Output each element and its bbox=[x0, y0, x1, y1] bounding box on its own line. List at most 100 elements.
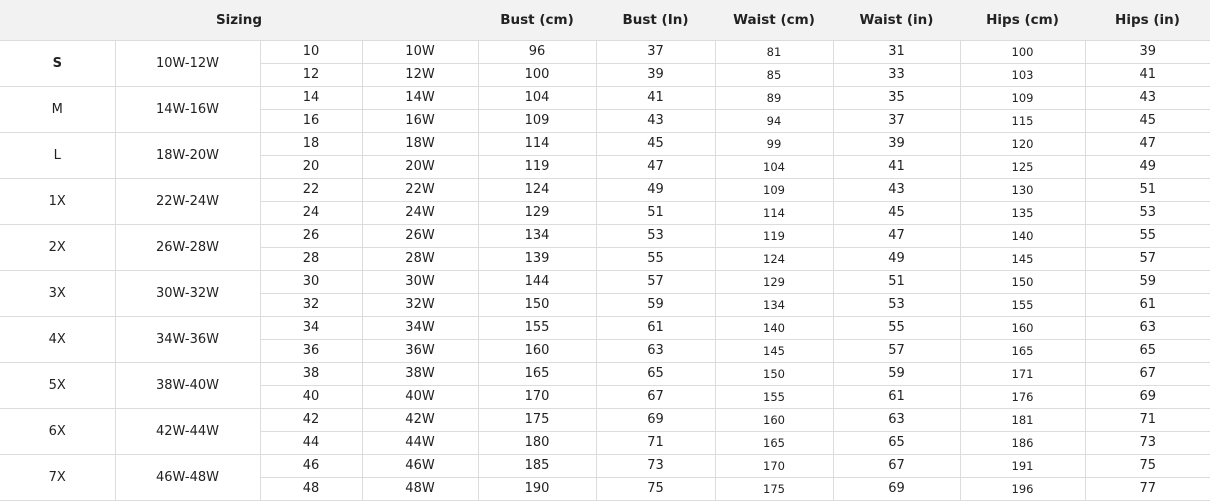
table-row: 44 44W 180 71 165 65 186 73 bbox=[0, 431, 1210, 455]
cell-hips-in: 43 bbox=[1084, 86, 1210, 110]
cell-bust-in: 69 bbox=[595, 408, 716, 432]
cell-size-label: 7X bbox=[0, 454, 116, 501]
cell-bust-in: 75 bbox=[595, 477, 716, 501]
cell-waist-cm: 160 bbox=[714, 408, 834, 432]
cell-waist-cm: 150 bbox=[714, 362, 834, 386]
cell-size-label: S bbox=[0, 40, 116, 87]
cell-waist-cm: 114 bbox=[714, 201, 834, 225]
cell-bust-in: 65 bbox=[595, 362, 716, 386]
header-row: Sizing Bust (cm) Bust (In) Waist (cm) Wa… bbox=[0, 0, 1210, 41]
table-row: 1X 22W-24W 22 22W 124 49 109 43 130 51 bbox=[0, 178, 1210, 225]
cell-bust-cm: 155 bbox=[477, 316, 597, 340]
cell-bust-cm: 109 bbox=[477, 109, 597, 133]
cell-bust-cm: 129 bbox=[477, 201, 597, 225]
cell-w-size: 44W bbox=[361, 431, 479, 455]
cell-size-range: 34W-36W bbox=[114, 316, 261, 363]
cell-waist-cm: 170 bbox=[714, 454, 834, 478]
cell-hips-cm: 109 bbox=[959, 86, 1086, 110]
cell-hips-cm: 135 bbox=[959, 201, 1086, 225]
cell-bust-cm: 165 bbox=[477, 362, 597, 386]
cell-hips-in: 49 bbox=[1084, 155, 1210, 179]
table-row: 4X 34W-36W 34 34W 155 61 140 55 160 63 bbox=[0, 316, 1210, 363]
table-row: 2X 26W-28W 26 26W 134 53 119 47 140 55 bbox=[0, 224, 1210, 271]
cell-bust-cm: 119 bbox=[477, 155, 597, 179]
cell-hips-cm: 145 bbox=[959, 247, 1086, 271]
table-row: 48 48W 190 75 175 69 196 77 bbox=[0, 477, 1210, 501]
cell-size-range: 18W-20W bbox=[114, 132, 261, 179]
cell-waist-in: 41 bbox=[832, 155, 961, 179]
cell-us-size: 44 bbox=[260, 431, 363, 455]
cell-size-range: 22W-24W bbox=[114, 178, 261, 225]
cell-us-size: 12 bbox=[260, 63, 363, 87]
cell-bust-in: 59 bbox=[595, 293, 716, 317]
cell-hips-in: 63 bbox=[1084, 316, 1210, 340]
cell-size-label: 4X bbox=[0, 316, 116, 363]
table-row: S 10W-12W 10 10W 96 37 81 31 100 39 bbox=[0, 40, 1210, 87]
cell-waist-cm: 145 bbox=[714, 339, 834, 363]
cell-waist-cm: 99 bbox=[714, 132, 834, 156]
cell-hips-cm: 181 bbox=[959, 408, 1086, 432]
cell-bust-cm: 100 bbox=[477, 63, 597, 87]
cell-hips-in: 73 bbox=[1084, 431, 1210, 455]
cell-w-size: 48W bbox=[361, 477, 479, 501]
cell-us-size: 22 bbox=[259, 178, 363, 202]
cell-hips-cm: 115 bbox=[959, 109, 1086, 133]
cell-hips-in: 51 bbox=[1084, 178, 1210, 202]
cell-waist-cm: 124 bbox=[714, 247, 834, 271]
cell-us-size: 30 bbox=[259, 270, 363, 294]
cell-waist-in: 45 bbox=[832, 201, 961, 225]
cell-us-size: 46 bbox=[259, 454, 363, 478]
cell-waist-in: 61 bbox=[832, 385, 961, 409]
cell-bust-cm: 124 bbox=[477, 178, 597, 202]
cell-hips-cm: 176 bbox=[959, 385, 1086, 409]
cell-hips-cm: 130 bbox=[959, 178, 1086, 202]
cell-hips-cm: 196 bbox=[959, 477, 1086, 501]
cell-us-size: 48 bbox=[260, 477, 363, 501]
header-hips-in: Hips (in) bbox=[1085, 0, 1210, 41]
cell-bust-in: 43 bbox=[595, 109, 716, 133]
cell-hips-cm: 186 bbox=[959, 431, 1086, 455]
cell-bust-in: 67 bbox=[595, 385, 716, 409]
cell-size-label: 1X bbox=[0, 178, 116, 225]
table-row: 36 36W 160 63 145 57 165 65 bbox=[0, 339, 1210, 363]
cell-bust-cm: 134 bbox=[477, 224, 597, 248]
cell-bust-cm: 160 bbox=[477, 339, 597, 363]
table-row: 3X 30W-32W 30 30W 144 57 129 51 150 59 bbox=[0, 270, 1210, 317]
cell-hips-cm: 150 bbox=[959, 270, 1086, 294]
cell-waist-in: 53 bbox=[832, 293, 961, 317]
cell-bust-cm: 180 bbox=[477, 431, 597, 455]
cell-us-size: 14 bbox=[259, 86, 363, 110]
cell-w-size: 32W bbox=[361, 293, 479, 317]
cell-hips-in: 65 bbox=[1084, 339, 1210, 363]
cell-size-label: M bbox=[0, 86, 116, 133]
cell-size-label: 2X bbox=[0, 224, 116, 271]
cell-size-range: 38W-40W bbox=[114, 362, 261, 409]
cell-hips-in: 39 bbox=[1084, 40, 1210, 64]
cell-us-size: 32 bbox=[260, 293, 363, 317]
cell-hips-in: 77 bbox=[1084, 477, 1210, 501]
cell-waist-in: 51 bbox=[832, 270, 961, 294]
header-sizing: Sizing bbox=[0, 0, 478, 41]
cell-bust-in: 73 bbox=[595, 454, 716, 478]
header-hips-cm: Hips (cm) bbox=[960, 0, 1085, 41]
cell-bust-in: 71 bbox=[595, 431, 716, 455]
cell-w-size: 40W bbox=[361, 385, 479, 409]
cell-waist-cm: 140 bbox=[714, 316, 834, 340]
cell-us-size: 42 bbox=[259, 408, 363, 432]
cell-hips-in: 57 bbox=[1084, 247, 1210, 271]
cell-waist-in: 55 bbox=[832, 316, 961, 340]
table-body: S 10W-12W 10 10W 96 37 81 31 100 39 12 12W 100 39 85 33… bbox=[0, 40, 1210, 501]
cell-waist-cm: 129 bbox=[714, 270, 834, 294]
table-row: 28 28W 139 55 124 49 145 57 bbox=[0, 247, 1210, 271]
header-bust-cm: Bust (cm) bbox=[478, 0, 596, 41]
cell-w-size: 24W bbox=[361, 201, 479, 225]
cell-hips-in: 75 bbox=[1084, 454, 1210, 478]
cell-bust-in: 61 bbox=[595, 316, 716, 340]
cell-us-size: 10 bbox=[259, 40, 363, 64]
cell-hips-in: 61 bbox=[1084, 293, 1210, 317]
cell-us-size: 20 bbox=[260, 155, 363, 179]
cell-us-size: 38 bbox=[259, 362, 363, 386]
cell-waist-cm: 94 bbox=[714, 109, 834, 133]
table-row: 32 32W 150 59 134 53 155 61 bbox=[0, 293, 1210, 317]
